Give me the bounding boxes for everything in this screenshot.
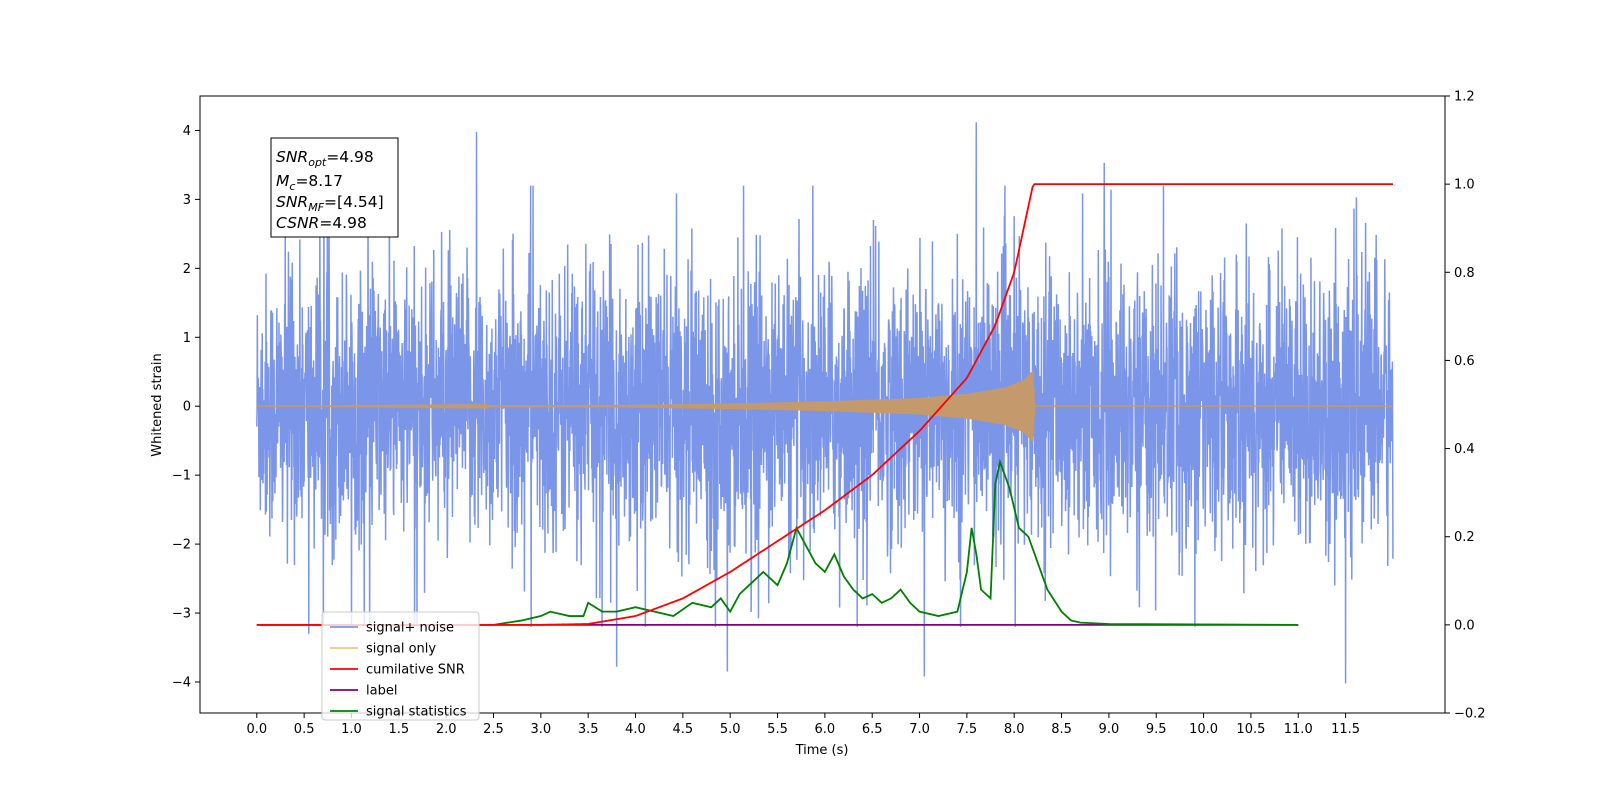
legend: signal+ noise signal only cumilative SNR la… [321,611,480,721]
legend-label: label [366,684,397,699]
legend-label: signal+ noise [366,621,454,636]
info-box-frame [270,137,399,238]
x-axis: 0.0 0.5 1.0 1.5 2.0 2.5 3.0 3.5 4.0 4.5 5.0 5.5 6.0 6… [246,713,1360,737]
x-tick-label: 6.0 [815,722,836,737]
y2-tick-label: 0.4 [1454,442,1475,457]
y2-tick-label: 0.0 [1454,618,1475,633]
x-tick-label: 7.0 [909,722,930,737]
x-tick-label: 5.0 [720,722,741,737]
y-tick-label: 2 [183,262,191,277]
series-signal-only [256,370,1393,442]
x-tick-label: 2.5 [483,722,504,737]
y-tick-label: −3 [172,607,191,622]
axes-frame [199,95,1446,714]
y-tick-label: −2 [172,538,191,553]
y-axis-label: Whitened strain [150,353,165,456]
x-tick-label: 0.5 [294,722,315,737]
info-chirp-mass: Mc=8.17 [276,172,343,193]
info-snr-opt: SNRopt=4.98 [276,148,374,169]
x-tick-label: 9.0 [1099,722,1120,737]
x-tick-label: 9.5 [1146,722,1167,737]
y-tick-label: 0 [183,400,191,415]
info-csnr: CSNR=4.98 [276,214,367,232]
x-tick-label: 10.0 [1189,722,1218,737]
y2-tick-label: 0.2 [1454,530,1475,545]
x-tick-label: 11.5 [1331,722,1360,737]
legend-label: signal statistics [366,705,467,720]
x-tick-label: 7.5 [957,722,978,737]
y-axis-left: 4 3 2 1 0 −1 −2 −3 −4 [172,124,200,690]
legend-item: signal+ noise [330,621,454,636]
y-tick-label: −1 [172,469,191,484]
x-tick-label: 2.0 [436,722,457,737]
x-tick-label: 4.0 [625,722,646,737]
y-tick-label: 3 [183,193,191,208]
x-tick-label: 11.0 [1284,722,1313,737]
x-tick-label: 8.5 [1051,722,1072,737]
legend-item: signal statistics [330,705,467,720]
y-axis-right: 1.2 1.0 0.8 0.6 0.4 0.2 0.0 −0.2 [1445,90,1486,722]
y2-tick-label: 0.6 [1454,354,1475,369]
y2-tick-label: 0.8 [1454,266,1475,281]
legend-label: signal only [366,642,436,657]
legend-item: cumilative SNR [330,663,465,678]
legend-label: cumilative SNR [366,663,465,678]
series-signal-noise [256,122,1394,684]
legend-item: signal only [330,642,436,657]
x-tick-label: 8.0 [1004,722,1025,737]
y2-tick-label: −0.2 [1454,707,1486,722]
x-tick-label: 1.5 [388,722,409,737]
y-tick-label: 1 [183,331,191,346]
y-tick-label: −4 [172,675,191,690]
series-signal-statistics [256,458,1299,626]
y2-tick-label: 1.2 [1454,90,1475,105]
y-tick-label: 4 [183,124,191,139]
x-axis-label: Time (s) [795,743,849,758]
x-tick-label: 3.0 [530,722,551,737]
x-tick-label: 6.5 [862,722,883,737]
x-tick-label: 3.5 [578,722,599,737]
info-snr-mf: SNRMF=[4.54] [276,193,384,214]
x-tick-label: 5.5 [767,722,788,737]
x-tick-label: 4.5 [673,722,694,737]
x-tick-label: 1.0 [341,722,362,737]
legend-frame [321,611,480,721]
x-tick-label: 0.0 [246,722,267,737]
y2-tick-label: 1.0 [1454,178,1475,193]
x-tick-label: 10.5 [1236,722,1265,737]
legend-item: label [330,684,397,699]
info-box: SNRopt=4.98 Mc=8.17 SNRMF=[4.54] CSNR=4.… [270,137,399,238]
